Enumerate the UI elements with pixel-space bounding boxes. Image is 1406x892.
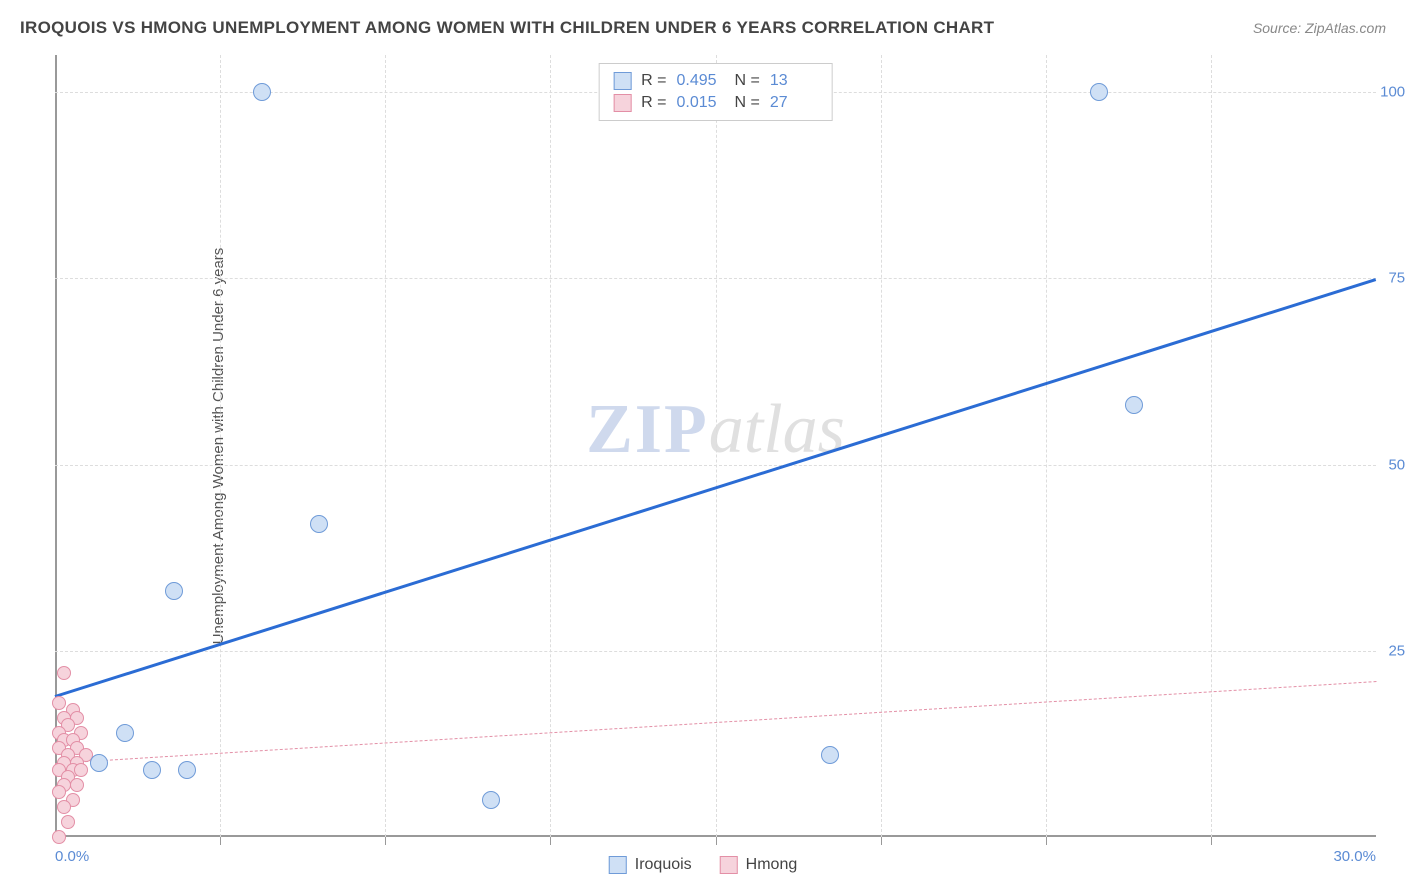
n-value-hmong: 27 — [770, 94, 818, 112]
grid-line-v — [385, 55, 386, 837]
swatch-iroquois — [609, 856, 627, 874]
y-tick-label: 50.0% — [1388, 456, 1406, 473]
r-label: R = — [641, 72, 666, 90]
grid-line-v — [1046, 55, 1047, 837]
data-point-iroquois — [143, 761, 161, 779]
watermark-atlas: atlas — [709, 391, 845, 468]
y-tick-label: 100.0% — [1380, 84, 1406, 101]
plot-area: ZIPatlas 25.0%50.0%75.0%100.0%0.0%30.0% — [55, 55, 1376, 837]
data-point-hmong — [70, 778, 84, 792]
source-label: Source: ZipAtlas.com — [1253, 20, 1386, 36]
legend-item-iroquois: Iroquois — [609, 856, 692, 874]
stats-row-hmong: R = 0.015 N = 27 — [613, 92, 818, 114]
r-label: R = — [641, 94, 666, 112]
data-point-hmong — [52, 785, 66, 799]
legend-label-hmong: Hmong — [746, 856, 798, 874]
stats-legend: R = 0.495 N = 13 R = 0.015 N = 27 — [598, 63, 833, 121]
x-tick — [550, 837, 551, 845]
data-point-hmong — [52, 696, 66, 710]
n-label: N = — [735, 94, 760, 112]
stats-row-iroquois: R = 0.495 N = 13 — [613, 70, 818, 92]
y-tick-label: 75.0% — [1388, 270, 1406, 287]
data-point-iroquois — [821, 746, 839, 764]
data-point-hmong — [61, 815, 75, 829]
swatch-iroquois — [613, 72, 631, 90]
data-point-hmong — [57, 666, 71, 680]
grid-line-v — [881, 55, 882, 837]
x-tick-label-max: 30.0% — [1333, 848, 1376, 865]
chart-area: Unemployment Among Women with Children U… — [55, 55, 1376, 837]
grid-line-v — [1211, 55, 1212, 837]
data-point-hmong — [57, 800, 71, 814]
x-tick — [881, 837, 882, 845]
data-point-hmong — [74, 763, 88, 777]
header: IROQUOIS VS HMONG UNEMPLOYMENT AMONG WOM… — [20, 18, 1386, 38]
x-tick — [385, 837, 386, 845]
grid-line-v — [716, 55, 717, 837]
swatch-hmong — [720, 856, 738, 874]
x-tick-label-min: 0.0% — [55, 848, 89, 865]
data-point-iroquois — [253, 83, 271, 101]
data-point-iroquois — [1090, 83, 1108, 101]
watermark-zip: ZIP — [586, 391, 709, 468]
data-point-iroquois — [165, 582, 183, 600]
series-legend: Iroquois Hmong — [609, 856, 798, 874]
x-tick — [716, 837, 717, 845]
data-point-iroquois — [1125, 396, 1143, 414]
data-point-hmong — [52, 830, 66, 844]
n-label: N = — [735, 72, 760, 90]
grid-line-v — [220, 55, 221, 837]
legend-item-hmong: Hmong — [720, 856, 798, 874]
data-point-iroquois — [310, 515, 328, 533]
r-value-iroquois: 0.495 — [677, 72, 725, 90]
grid-line-v — [550, 55, 551, 837]
x-tick — [1046, 837, 1047, 845]
x-tick — [220, 837, 221, 845]
legend-label-iroquois: Iroquois — [635, 856, 692, 874]
data-point-iroquois — [116, 724, 134, 742]
x-tick — [1211, 837, 1212, 845]
y-tick-label: 25.0% — [1388, 642, 1406, 659]
n-value-iroquois: 13 — [770, 72, 818, 90]
data-point-iroquois — [482, 791, 500, 809]
chart-title: IROQUOIS VS HMONG UNEMPLOYMENT AMONG WOM… — [20, 18, 994, 38]
swatch-hmong — [613, 94, 631, 112]
data-point-iroquois — [178, 761, 196, 779]
r-value-hmong: 0.015 — [677, 94, 725, 112]
data-point-iroquois — [90, 754, 108, 772]
